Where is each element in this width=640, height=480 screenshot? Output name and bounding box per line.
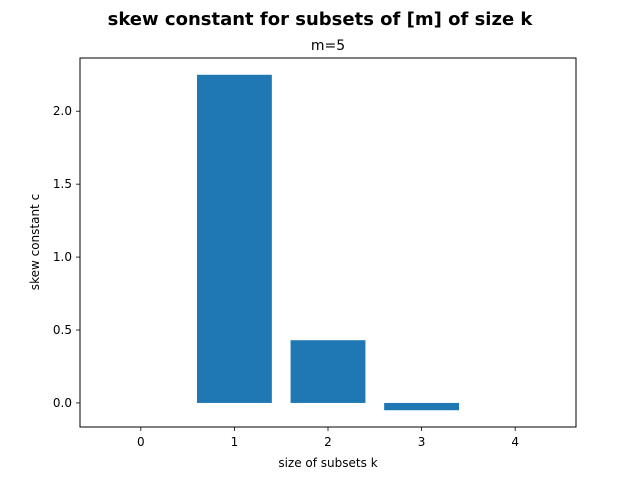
x-axis: 0 1 2 3 4 [137,427,519,449]
y-tick-label: 2.0 [53,104,72,118]
x-tick-label: 4 [511,435,519,449]
chart-title: skew constant for subsets of [m] of size… [108,9,534,30]
x-axis-label: size of subsets k [278,456,377,470]
bar-k-2 [290,340,366,403]
y-axis-label: skew constant c [28,194,42,290]
chart-subtitle: m=5 [311,38,345,54]
x-tick-label: 3 [418,435,426,449]
bar-k-3 [384,402,460,411]
x-tick-label: 2 [324,435,332,449]
y-tick-label: 1.5 [53,177,72,191]
bar-k-1 [196,74,272,403]
y-tick-label: 1.0 [53,250,72,264]
plot-area [79,57,577,428]
bars-layer [196,74,460,411]
y-tick-label: 0.5 [53,323,72,337]
y-axis: 0.0 0.5 1.0 1.5 2.0 [53,104,80,410]
x-tick-label: 1 [231,435,239,449]
y-tick-label: 0.0 [53,396,72,410]
x-tick-label: 0 [137,435,145,449]
